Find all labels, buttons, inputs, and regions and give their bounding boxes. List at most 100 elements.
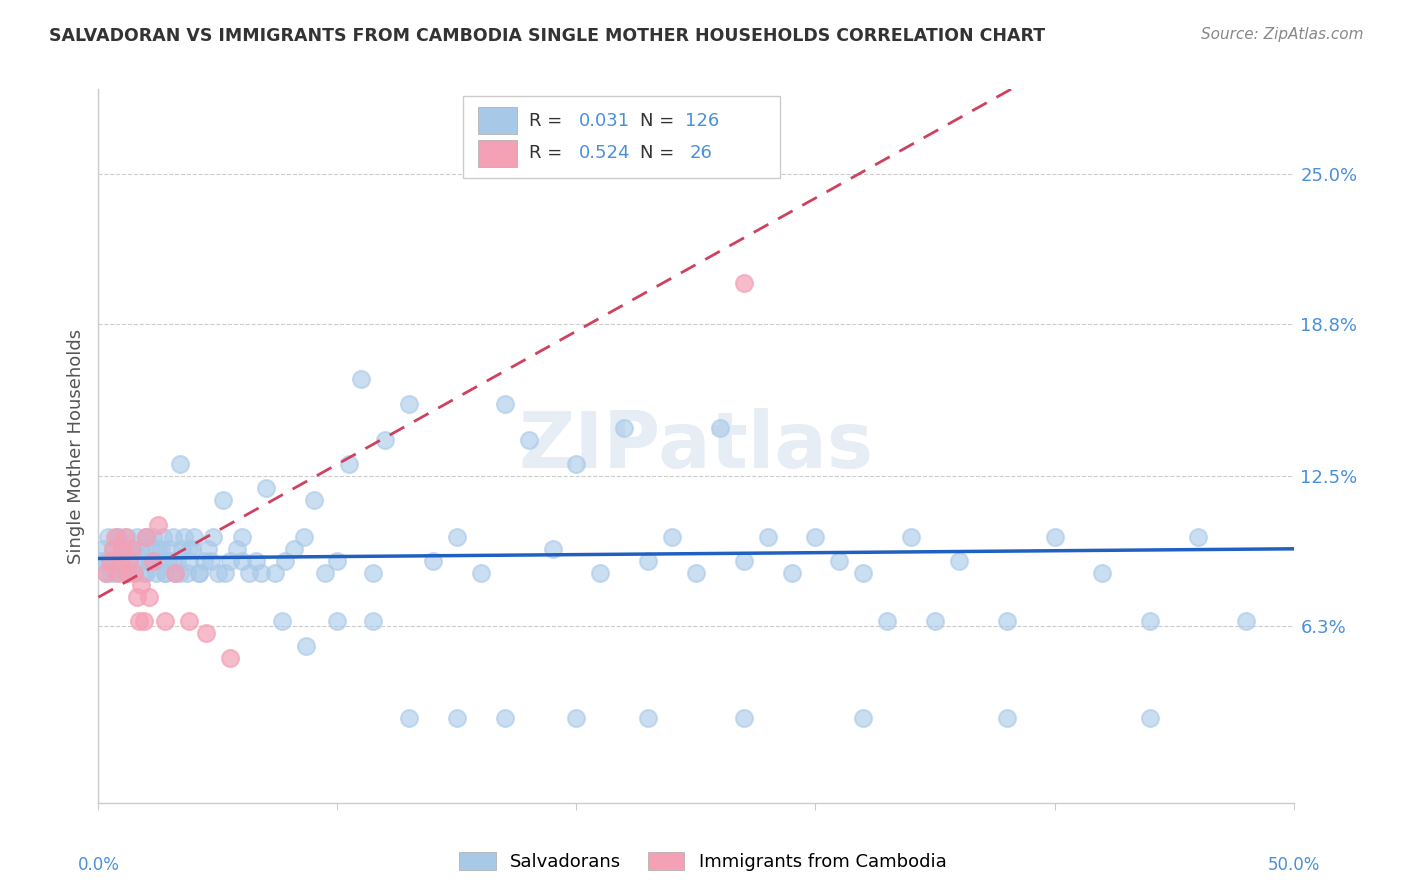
Point — [179, 615, 201, 629]
Text: 126: 126 — [685, 112, 720, 129]
Point — [128, 554, 150, 568]
Point — [107, 566, 129, 580]
Point — [804, 530, 827, 544]
Point — [226, 541, 249, 556]
Point — [363, 566, 385, 580]
Text: SALVADORAN VS IMMIGRANTS FROM CAMBODIA SINGLE MOTHER HOUSEHOLDS CORRELATION CHAR: SALVADORAN VS IMMIGRANTS FROM CAMBODIA S… — [49, 27, 1045, 45]
Point — [115, 566, 138, 580]
Point — [111, 541, 134, 556]
FancyBboxPatch shape — [478, 140, 517, 167]
Point — [398, 711, 420, 725]
Point — [179, 541, 201, 556]
Text: R =: R = — [529, 145, 568, 162]
Point — [107, 530, 129, 544]
Text: 50.0%: 50.0% — [1267, 856, 1320, 874]
Point — [219, 554, 242, 568]
Text: ZIPatlas: ZIPatlas — [519, 408, 873, 484]
Point — [924, 615, 946, 629]
Point — [780, 566, 803, 580]
Point — [446, 530, 468, 544]
Point — [169, 566, 191, 580]
Point — [124, 554, 146, 568]
Legend: Salvadorans, Immigrants from Cambodia: Salvadorans, Immigrants from Cambodia — [453, 845, 953, 879]
Point — [108, 554, 131, 568]
Point — [132, 615, 155, 629]
Point — [139, 541, 162, 556]
Point — [315, 566, 337, 580]
Point — [494, 711, 516, 725]
Point — [111, 541, 134, 556]
Point — [1234, 615, 1257, 629]
Point — [172, 541, 194, 556]
Point — [197, 541, 219, 556]
Point — [995, 615, 1018, 629]
Point — [852, 566, 875, 580]
Point — [101, 541, 124, 556]
Point — [661, 530, 683, 544]
FancyBboxPatch shape — [478, 107, 517, 134]
Point — [183, 530, 205, 544]
Point — [132, 566, 155, 580]
Point — [121, 541, 143, 556]
Point — [685, 566, 707, 580]
Point — [195, 626, 218, 640]
Point — [494, 397, 516, 411]
Point — [202, 530, 225, 544]
Point — [350, 372, 373, 386]
Point — [124, 566, 146, 580]
Point — [422, 554, 444, 568]
Point — [613, 421, 636, 435]
Point — [166, 554, 188, 568]
Point — [90, 554, 112, 568]
Point — [187, 566, 209, 580]
Point — [828, 554, 851, 568]
Point — [108, 554, 131, 568]
Point — [1187, 530, 1209, 544]
Point — [541, 541, 564, 556]
Point — [326, 554, 349, 568]
Point — [733, 711, 755, 725]
Point — [142, 554, 165, 568]
Point — [398, 397, 420, 411]
Point — [176, 566, 198, 580]
Point — [637, 711, 659, 725]
Text: 0.524: 0.524 — [579, 145, 630, 162]
Point — [180, 541, 202, 556]
Point — [756, 530, 779, 544]
Point — [173, 530, 195, 544]
Point — [138, 554, 160, 568]
Point — [179, 554, 201, 568]
Point — [115, 530, 138, 544]
Point — [1139, 615, 1161, 629]
Point — [162, 530, 184, 544]
Point — [1139, 711, 1161, 725]
Point — [231, 530, 253, 544]
Point — [995, 711, 1018, 725]
Point — [148, 554, 170, 568]
Point — [339, 457, 361, 471]
Point — [162, 554, 184, 568]
Point — [264, 566, 287, 580]
Text: N =: N = — [640, 112, 679, 129]
Point — [98, 554, 122, 568]
Y-axis label: Single Mother Households: Single Mother Households — [66, 328, 84, 564]
Point — [733, 276, 755, 290]
Text: 26: 26 — [690, 145, 713, 162]
Point — [852, 711, 875, 725]
Point — [271, 615, 294, 629]
Point — [94, 566, 117, 580]
Point — [135, 530, 157, 544]
Point — [200, 554, 222, 568]
Point — [589, 566, 612, 580]
Point — [470, 566, 492, 580]
Point — [159, 541, 181, 556]
Point — [94, 566, 117, 580]
Point — [374, 433, 396, 447]
Point — [135, 530, 157, 544]
Point — [111, 541, 134, 556]
Point — [948, 554, 970, 568]
Point — [91, 541, 114, 556]
Point — [155, 566, 177, 580]
Text: Source: ZipAtlas.com: Source: ZipAtlas.com — [1201, 27, 1364, 42]
Point — [148, 517, 170, 532]
